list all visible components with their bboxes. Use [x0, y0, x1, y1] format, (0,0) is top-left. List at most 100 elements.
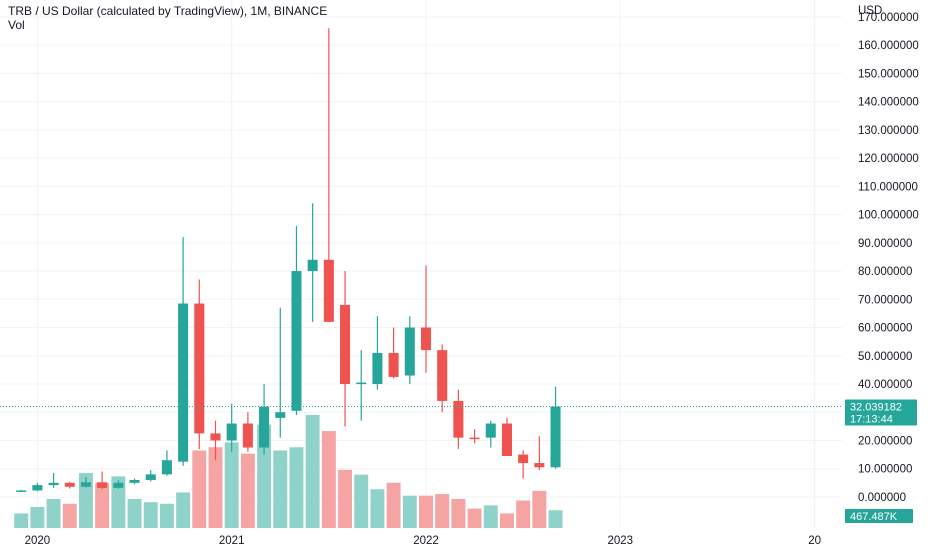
volume-badge-background: [845, 509, 913, 523]
candle[interactable]: [178, 237, 189, 466]
candle[interactable]: [534, 436, 545, 471]
candle[interactable]: [453, 389, 464, 449]
candle[interactable]: [340, 271, 351, 427]
candle-body: [80, 482, 91, 487]
volume-value-label: 467.487K: [850, 511, 898, 523]
candle[interactable]: [501, 417, 512, 456]
candle[interactable]: [372, 316, 383, 390]
price-tick-label: 170.000000: [858, 12, 919, 24]
candle[interactable]: [32, 482, 43, 492]
candle[interactable]: [210, 420, 221, 461]
candle-body: [437, 350, 448, 401]
grid-lines: [0, 0, 842, 528]
candle[interactable]: [161, 450, 172, 476]
candle[interactable]: [145, 470, 156, 482]
price-badge-background: [845, 399, 917, 426]
candle-body: [501, 423, 512, 456]
candle[interactable]: [226, 403, 237, 452]
volume-bar: [240, 453, 255, 528]
candle[interactable]: [80, 477, 91, 488]
candle-body: [485, 423, 496, 438]
candle[interactable]: [518, 450, 529, 479]
volume-bar: [532, 490, 547, 528]
candle-body: [97, 482, 108, 488]
candle-body: [48, 482, 59, 486]
candle[interactable]: [485, 420, 496, 448]
volume-bar: [499, 513, 514, 528]
candle[interactable]: [437, 344, 448, 413]
candle-body: [226, 423, 237, 441]
candle[interactable]: [97, 471, 108, 490]
symbol-legend-title[interactable]: TRB / US Dollar (calculated by TradingVi…: [8, 4, 328, 18]
candle-body: [291, 271, 302, 411]
volume-bar: [159, 503, 174, 528]
time-tick-label: 2020: [25, 535, 51, 547]
candle[interactable]: [356, 350, 367, 421]
candle[interactable]: [307, 203, 318, 322]
price-unit-label: USD: [858, 5, 882, 17]
candle[interactable]: [550, 386, 561, 469]
volume-legend-label[interactable]: Vol: [8, 18, 25, 32]
candle-body: [469, 437, 480, 440]
candle[interactable]: [16, 489, 27, 492]
candle-body: [259, 406, 270, 448]
candle[interactable]: [48, 472, 59, 488]
volume-bar: [354, 474, 369, 528]
candle-body: [113, 482, 124, 488]
candle-body: [420, 327, 432, 351]
price-tick-label: 80.000000: [858, 266, 912, 278]
volume-bar: [62, 503, 77, 528]
price-axis[interactable]: 0.00000010.00000020.00000030.00000040.00…: [858, 12, 919, 504]
volume-bar: [370, 489, 385, 528]
volume-bar: [338, 469, 353, 528]
volume-bar: [402, 495, 417, 528]
time-tick-label: 20: [808, 535, 821, 547]
candle-body: [307, 259, 318, 272]
candle[interactable]: [194, 279, 205, 449]
price-tick-label: 110.000000: [858, 181, 918, 193]
candle-body: [356, 382, 367, 385]
candle[interactable]: [129, 478, 140, 485]
candle-body: [550, 406, 561, 468]
candle-body: [388, 352, 399, 377]
candle-body: [161, 460, 172, 475]
time-axis[interactable]: 2020 2021 2022 2023 20: [25, 535, 821, 547]
volume-bar: [435, 494, 450, 528]
candle[interactable]: [259, 384, 270, 455]
volume-bar: [208, 447, 223, 528]
candle-body: [372, 352, 383, 384]
time-tick-label: 2023: [608, 535, 634, 547]
volume-bar: [14, 513, 29, 528]
volume-bar: [273, 450, 288, 528]
volume-bar: [224, 442, 239, 528]
candle-body: [178, 303, 189, 462]
candle[interactable]: [323, 28, 334, 322]
time-tick-label: 2021: [219, 535, 245, 547]
volume-bar: [289, 447, 304, 528]
candle[interactable]: [420, 265, 432, 373]
candle[interactable]: [469, 429, 480, 444]
candle[interactable]: [404, 316, 415, 384]
price-tick-label: 90.000000: [858, 238, 912, 250]
candle[interactable]: [113, 480, 124, 489]
candle[interactable]: [64, 481, 75, 489]
volume-bar: [257, 424, 272, 528]
candle[interactable]: [388, 327, 399, 379]
candle-body: [242, 423, 253, 448]
candle-body: [210, 433, 221, 441]
price-tick-label: 40.000000: [858, 379, 912, 391]
bar-countdown: 17:13:44: [850, 413, 893, 425]
price-tick-label: 50.000000: [858, 351, 912, 363]
price-tick-label: 140.000000: [858, 97, 919, 109]
candle[interactable]: [242, 412, 253, 452]
volume-bar: [483, 505, 498, 528]
volume-bar: [321, 431, 336, 528]
candle-body: [518, 454, 529, 464]
candle-body: [194, 303, 205, 434]
price-tick-label: 150.000000: [858, 68, 919, 80]
candle-body: [145, 474, 156, 480]
candle[interactable]: [275, 307, 286, 438]
candle[interactable]: [291, 225, 302, 416]
